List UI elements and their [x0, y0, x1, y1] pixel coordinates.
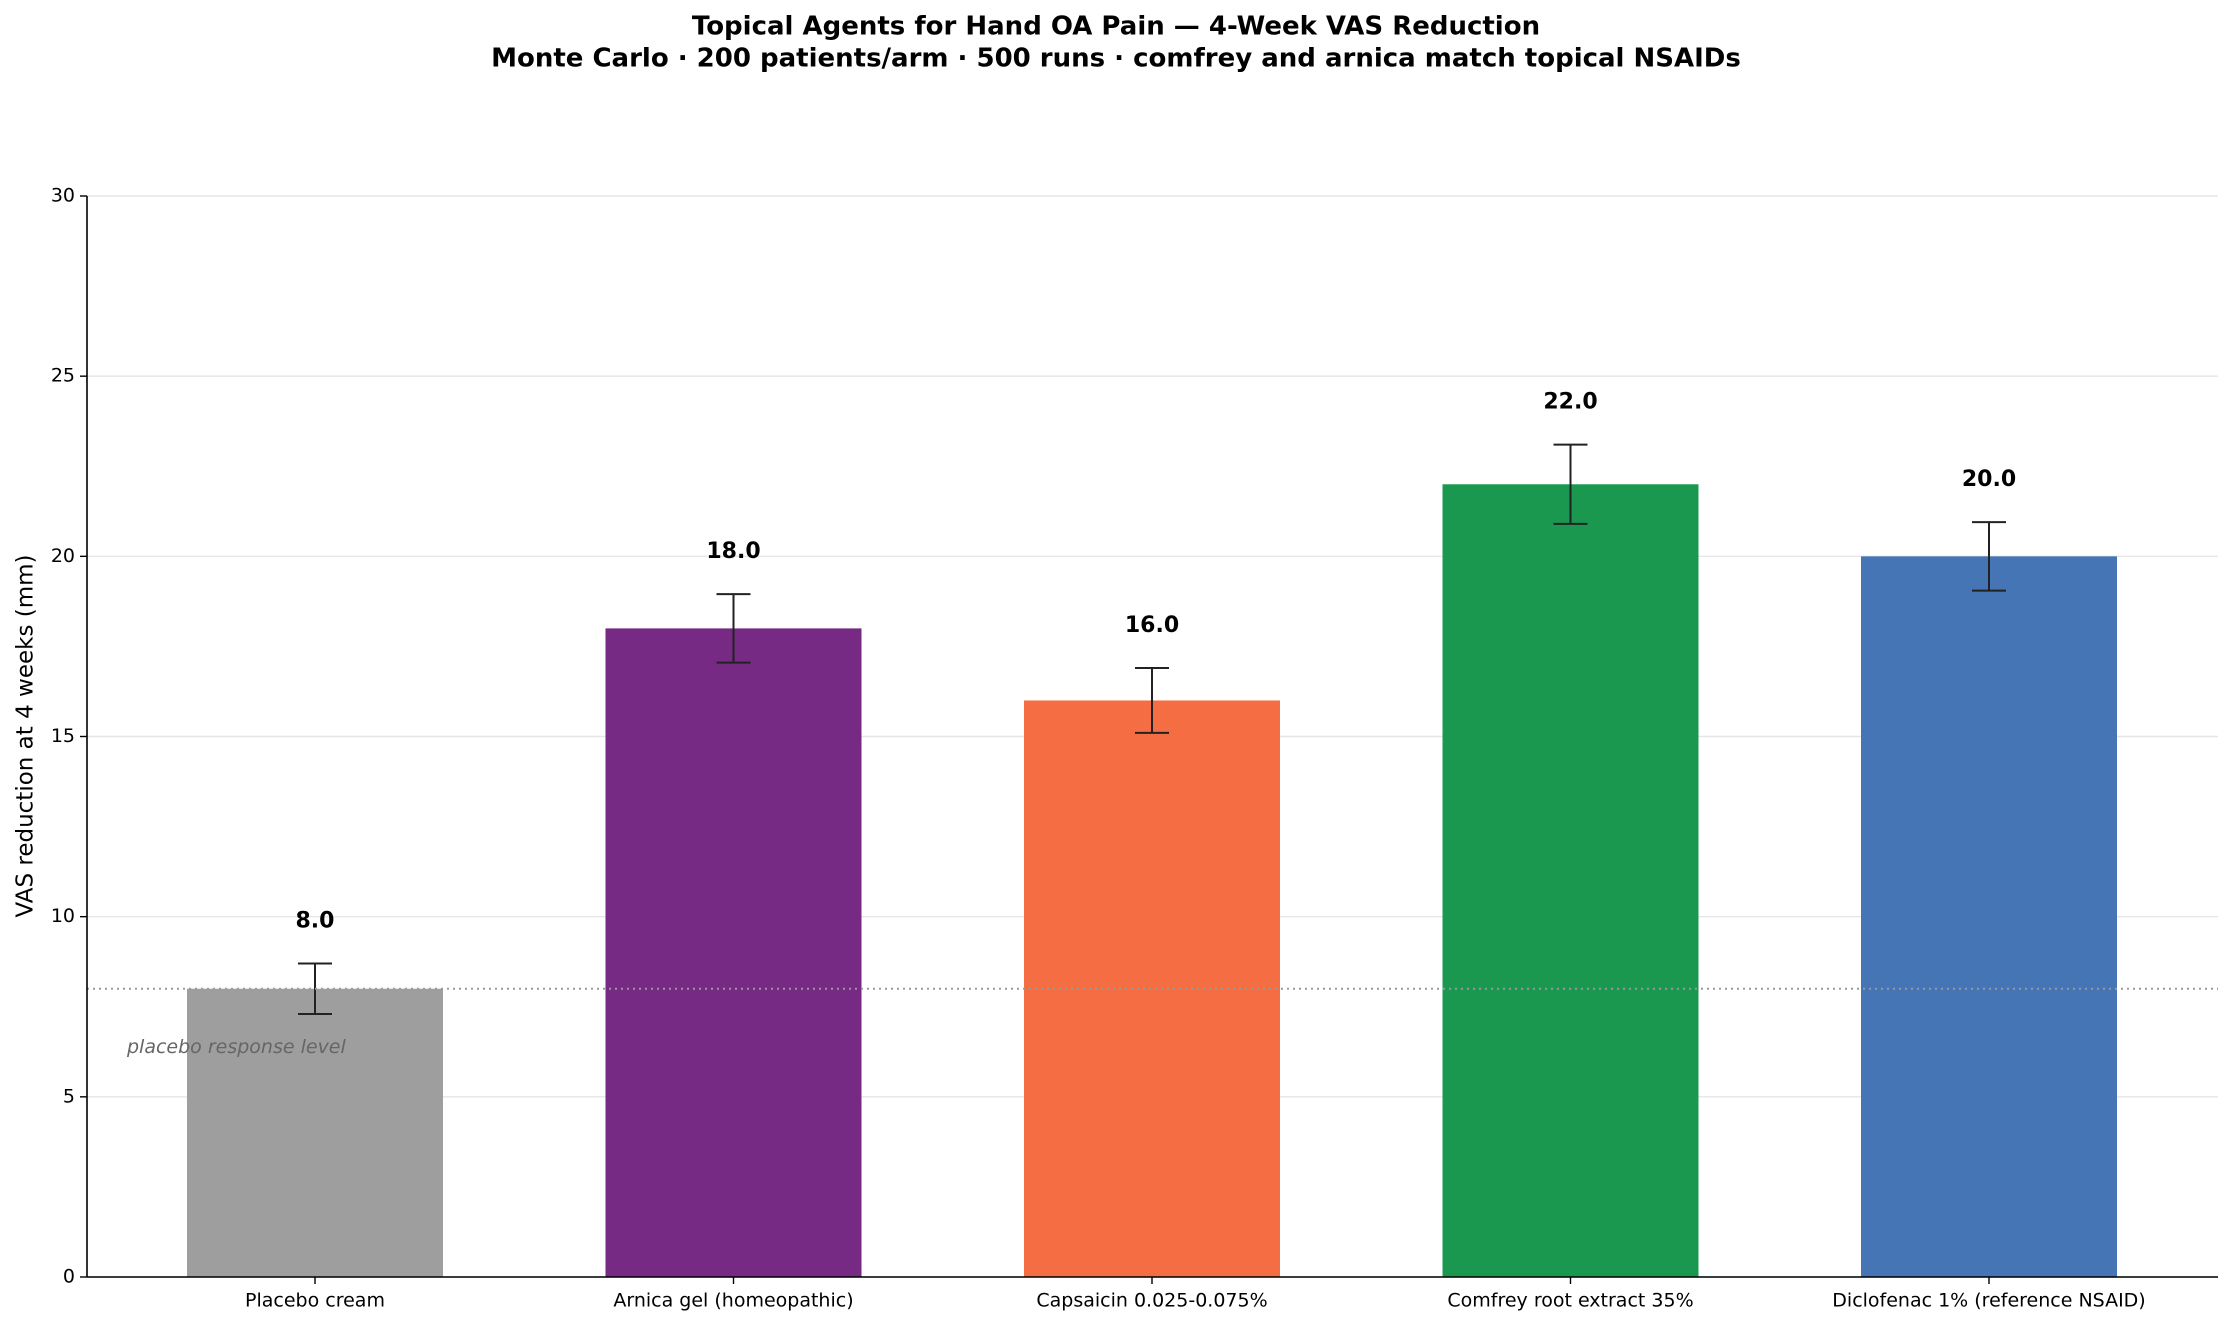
value-label: 16.0	[1125, 613, 1179, 638]
y-tick-label: 15	[51, 725, 75, 747]
reference-label: placebo response level	[126, 1036, 346, 1058]
y-axis-label: VAS reduction at 4 weeks (mm)	[13, 554, 39, 917]
x-tick-label: Comfrey root extract 35%	[1447, 1290, 1693, 1312]
value-label: 22.0	[1543, 390, 1597, 415]
y-tick-label: 25	[51, 365, 75, 387]
y-tick-label: 0	[63, 1266, 75, 1288]
x-tick-label: Placebo cream	[245, 1290, 385, 1312]
chart-title: Topical Agents for Hand OA Pain — 4-Week…	[692, 12, 1540, 42]
bar	[1024, 700, 1280, 1277]
bar	[1861, 556, 2117, 1277]
y-tick-label: 20	[51, 545, 75, 567]
x-tick-label: Capsaicin 0.025-0.075%	[1036, 1290, 1267, 1312]
y-tick-label: 10	[51, 905, 75, 927]
value-label: 8.0	[296, 909, 335, 934]
bar	[605, 628, 862, 1277]
x-tick-label: Arnica gel (homeopathic)	[613, 1290, 853, 1312]
value-label: 18.0	[706, 539, 760, 564]
bar	[1442, 484, 1699, 1277]
y-tick-label: 30	[51, 185, 75, 207]
bar	[187, 988, 443, 1277]
x-tick-label: Diclofenac 1% (reference NSAID)	[1832, 1290, 2145, 1312]
chart-subtitle: Monte Carlo · 200 patients/arm · 500 run…	[491, 44, 1741, 74]
value-label: 20.0	[1962, 467, 2016, 492]
y-tick-label: 5	[63, 1085, 75, 1107]
